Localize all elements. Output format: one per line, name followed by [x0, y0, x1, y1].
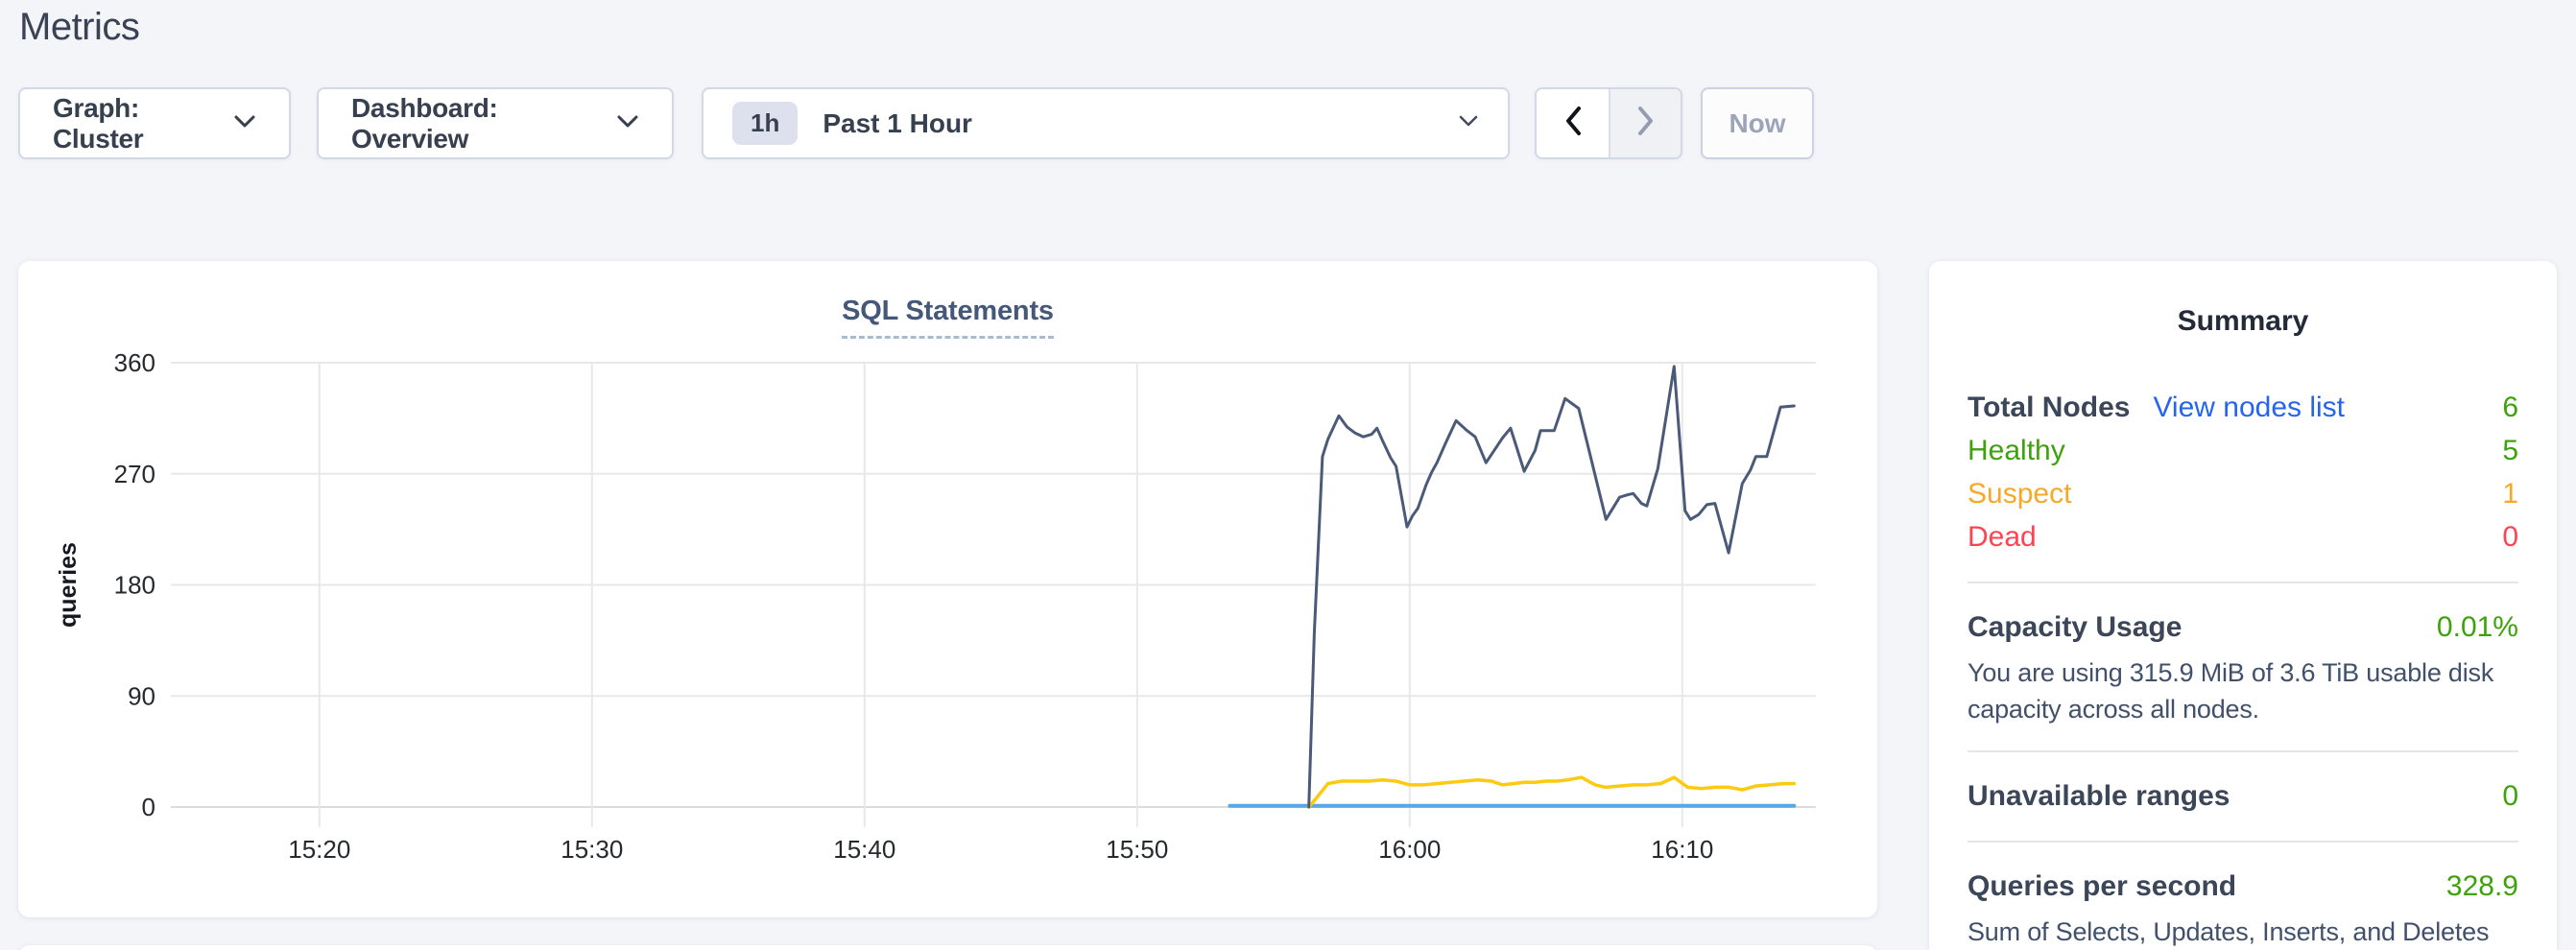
queries-per-second-value: 328.9: [2445, 870, 2518, 902]
total-nodes-label: Total Nodes: [1968, 392, 2131, 423]
divider: [1968, 750, 2518, 752]
svg-text:270: 270: [114, 460, 155, 488]
unavailable-ranges-row: Unavailable ranges 0: [1968, 775, 2518, 818]
page-title: Metrics: [19, 6, 140, 48]
svg-text:16:00: 16:00: [1378, 835, 1441, 864]
svg-text:0: 0: [142, 793, 155, 821]
dashboard-dropdown-label: Dashboard: Overview: [351, 92, 498, 154]
svg-text:15:40: 15:40: [833, 835, 895, 864]
divider: [1968, 841, 2518, 843]
chevron-down-icon: [233, 114, 256, 133]
capacity-usage-description: You are using 315.9 MiB of 3.6 TiB usabl…: [1968, 658, 2494, 724]
now-button[interactable]: Now: [1701, 87, 1814, 159]
svg-text:15:30: 15:30: [561, 835, 623, 864]
svg-text:15:20: 15:20: [288, 835, 350, 864]
capacity-usage-label: Capacity Usage: [1968, 611, 2182, 643]
chevron-down-icon: [616, 114, 639, 133]
svg-text:360: 360: [114, 348, 155, 377]
unavailable-ranges-label: Unavailable ranges: [1968, 780, 2230, 812]
queries-per-second-row: Queries per second 328.9: [1968, 866, 2518, 908]
summary-panel: Summary Total Nodes View nodes list 6 He…: [1929, 261, 2557, 950]
chart-title-wrap: SQL Statements: [18, 296, 1877, 339]
unavailable-ranges-value: 0: [2502, 780, 2518, 812]
suspect-label: Suspect: [1968, 478, 2072, 510]
queries-per-second-description: Sum of Selects, Updates, Inserts, and De…: [1968, 917, 2490, 946]
healthy-value: 5: [2502, 435, 2518, 466]
healthy-nodes-row: Healthy 5: [1968, 429, 2518, 472]
chevron-right-icon: [1635, 105, 1657, 142]
svg-text:queries: queries: [55, 542, 82, 628]
svg-text:16:10: 16:10: [1651, 835, 1713, 864]
graph-dropdown-label: Graph: Cluster: [53, 92, 144, 154]
time-range-badge: 1h: [732, 102, 799, 145]
svg-text:90: 90: [128, 681, 155, 710]
view-nodes-list-link[interactable]: View nodes list: [2153, 392, 2346, 423]
divider: [1968, 582, 2518, 583]
suspect-nodes-row: Suspect 1: [1968, 472, 2518, 515]
healthy-label: Healthy: [1968, 435, 2065, 466]
time-range-picker[interactable]: 1h Past 1 Hour: [702, 87, 1510, 159]
sql-statements-card: SQL Statements 0 90 180 270 360 15:20 15:30 15:…: [18, 261, 1877, 917]
toolbar: Graph: Cluster Dashboard: Overview 1h Pa…: [0, 87, 2576, 159]
dashboard-dropdown[interactable]: Dashboard: Overview: [317, 87, 674, 159]
summary-title: Summary: [2177, 305, 2309, 337]
sql-statements-chart[interactable]: 0 90 180 270 360 15:20 15:30 15:40 15:50 16:00 16:…: [18, 261, 1877, 917]
graph-dropdown[interactable]: Graph: Cluster: [18, 87, 291, 159]
capacity-usage-value: 0.01%: [2436, 611, 2518, 643]
svg-text:180: 180: [114, 571, 155, 600]
suspect-value: 1: [2502, 478, 2518, 510]
next-chart-card-sliver: [18, 945, 1877, 950]
capacity-usage-row: Capacity Usage 0.01%: [1968, 606, 2518, 649]
total-nodes-value: 6: [2502, 392, 2518, 423]
time-range-label: Past 1 Hour: [823, 107, 972, 138]
svg-text:15:50: 15:50: [1106, 835, 1168, 864]
chevron-down-icon: [1458, 114, 1479, 132]
time-pager: [1535, 87, 1682, 159]
next-time-button[interactable]: [1609, 89, 1681, 157]
chart-title[interactable]: SQL Statements: [842, 296, 1054, 339]
dead-label: Dead: [1968, 521, 2037, 553]
prev-time-button[interactable]: [1537, 89, 1609, 157]
chevron-left-icon: [1562, 105, 1584, 142]
queries-per-second-label: Queries per second: [1968, 870, 2237, 902]
dead-value: 0: [2502, 521, 2518, 553]
total-nodes-row: Total Nodes View nodes list 6: [1968, 386, 2518, 429]
dead-nodes-row: Dead 0: [1968, 515, 2518, 558]
